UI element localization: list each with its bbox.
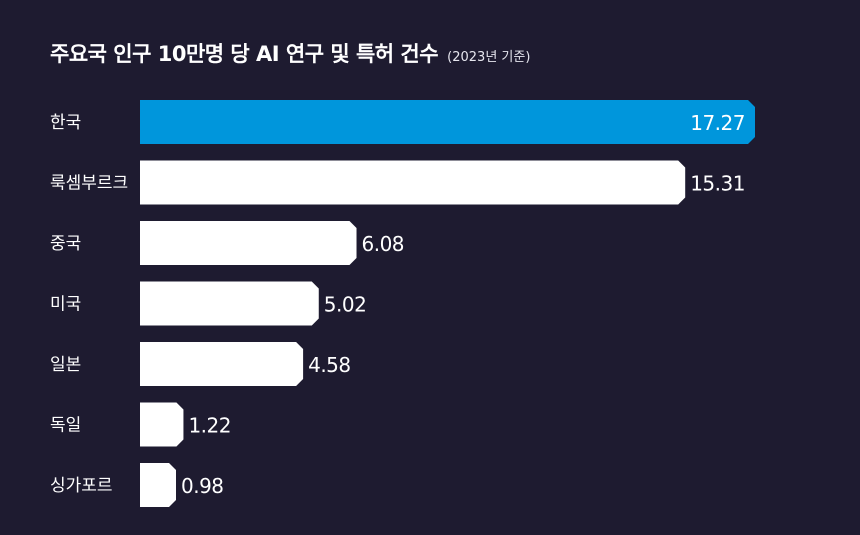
chart-subtitle: (2023년 기준) bbox=[447, 50, 531, 65]
bar bbox=[140, 342, 304, 386]
bar bbox=[140, 281, 319, 326]
category-label: 미국 bbox=[50, 295, 81, 315]
category-label: 독일 bbox=[50, 416, 81, 436]
category-label: 싱가포르 bbox=[50, 476, 113, 496]
value-label: 5.02 bbox=[324, 293, 367, 317]
value-label: 1.22 bbox=[188, 414, 231, 438]
value-label: 6.08 bbox=[362, 232, 405, 256]
category-label: 일본 bbox=[50, 355, 81, 375]
bar bbox=[140, 160, 686, 205]
category-label: 중국 bbox=[50, 234, 81, 254]
bar bbox=[140, 221, 357, 265]
chart-title: 주요국 인구 10만명 당 AI 연구 및 특허 건수 bbox=[50, 42, 439, 66]
value-label: 17.27 bbox=[690, 111, 745, 135]
chart-title-block: 주요국 인구 10만명 당 AI 연구 및 특허 건수 (2023년 기준) bbox=[50, 38, 530, 68]
bar bbox=[140, 402, 184, 447]
bar bbox=[140, 100, 755, 144]
bar bbox=[140, 463, 176, 507]
value-label: 0.98 bbox=[181, 474, 224, 498]
category-label: 룩셈부르크 bbox=[50, 174, 128, 194]
category-label: 한국 bbox=[50, 113, 81, 133]
value-label: 4.58 bbox=[308, 353, 351, 377]
value-label: 15.31 bbox=[690, 172, 745, 196]
